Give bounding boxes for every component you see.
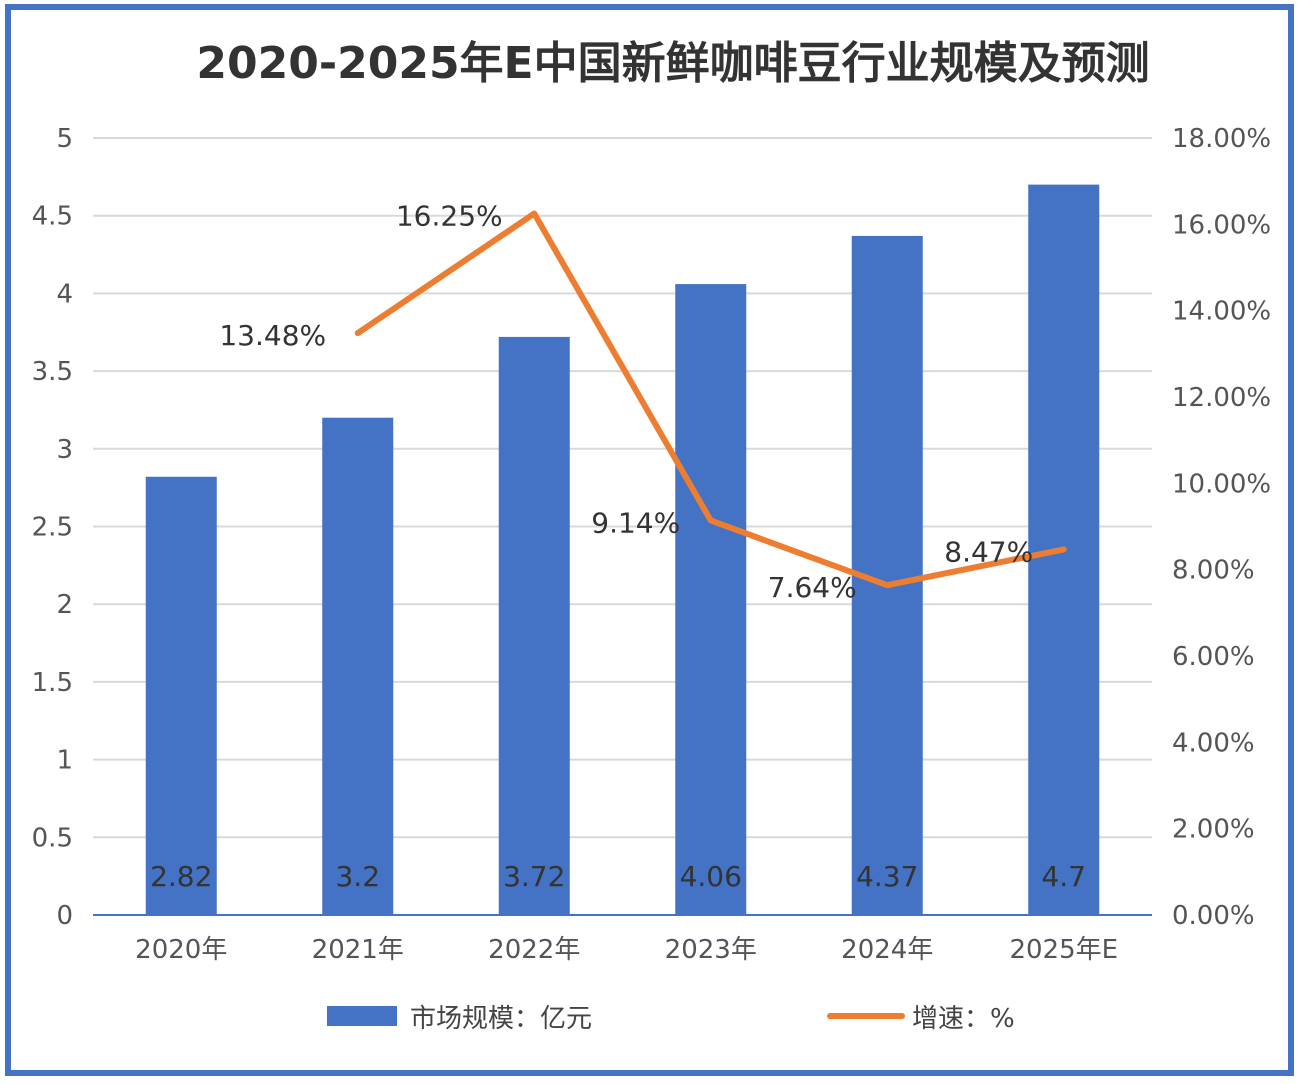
bar [145, 476, 217, 915]
bar [322, 417, 394, 915]
bar-data-label: 3.2 [335, 860, 380, 893]
x-tick-label: 2021年 [312, 935, 404, 965]
y-right-tick-label: 6.00% [1172, 642, 1255, 672]
line-data-label: 13.48% [219, 319, 326, 352]
bar [675, 284, 747, 915]
y-right-tick-label: 16.00% [1172, 210, 1271, 240]
y-right-tick-label: 4.00% [1172, 728, 1255, 758]
y-right-tick-label: 10.00% [1172, 469, 1271, 499]
line-data-label: 9.14% [591, 506, 680, 539]
line-data-label: 16.25% [396, 200, 503, 233]
bar-data-label: 4.37 [856, 860, 918, 893]
bar-data-label: 4.7 [1041, 860, 1086, 893]
bar-data-label: 3.72 [503, 860, 565, 893]
y-right-tick-label: 2.00% [1172, 815, 1255, 845]
y-right-tick-label: 18.00% [1172, 124, 1271, 154]
y-right-tick-label: 8.00% [1172, 556, 1255, 586]
y-right-tick-label: 14.00% [1172, 297, 1271, 327]
bar-data-label: 2.82 [150, 860, 212, 893]
y-left-tick-label: 3 [56, 435, 73, 465]
x-tick-label: 2023年 [665, 935, 757, 965]
x-tick-label: 2025年E [1009, 935, 1118, 965]
y-left-tick-label: 2.5 [32, 513, 73, 543]
bar [498, 336, 570, 915]
line-data-label: 7.64% [768, 571, 857, 604]
y-left-tick-label: 5 [56, 124, 73, 154]
x-tick-label: 2022年 [488, 935, 580, 965]
y-left-tick-label: 4.5 [32, 202, 73, 232]
y-right-tick-label: 12.00% [1172, 383, 1271, 413]
y-left-tick-label: 3.5 [32, 357, 73, 387]
y-left-tick-label: 1.5 [32, 668, 73, 698]
x-tick-label: 2024年 [841, 935, 933, 965]
legend-bar-swatch [327, 1006, 397, 1026]
y-left-tick-label: 0.5 [32, 823, 73, 853]
y-left-tick-label: 2 [56, 590, 73, 620]
legend-bar-label: 市场规模：亿元 [410, 1004, 592, 1034]
y-left-tick-label: 4 [56, 279, 73, 309]
chart-frame [5, 4, 1294, 1076]
y-right-tick-label: 0.00% [1172, 901, 1255, 931]
legend-line-label: 增速：% [912, 1004, 1015, 1034]
line-data-label: 8.47% [944, 535, 1033, 568]
y-left-tick-label: 1 [56, 746, 73, 776]
y-left-tick-label: 0 [56, 901, 73, 931]
bar-data-label: 4.06 [680, 860, 742, 893]
x-tick-label: 2020年 [135, 935, 227, 965]
chart-title: 2020-2025年E中国新鲜咖啡豆行业规模及预测 [196, 38, 1149, 89]
